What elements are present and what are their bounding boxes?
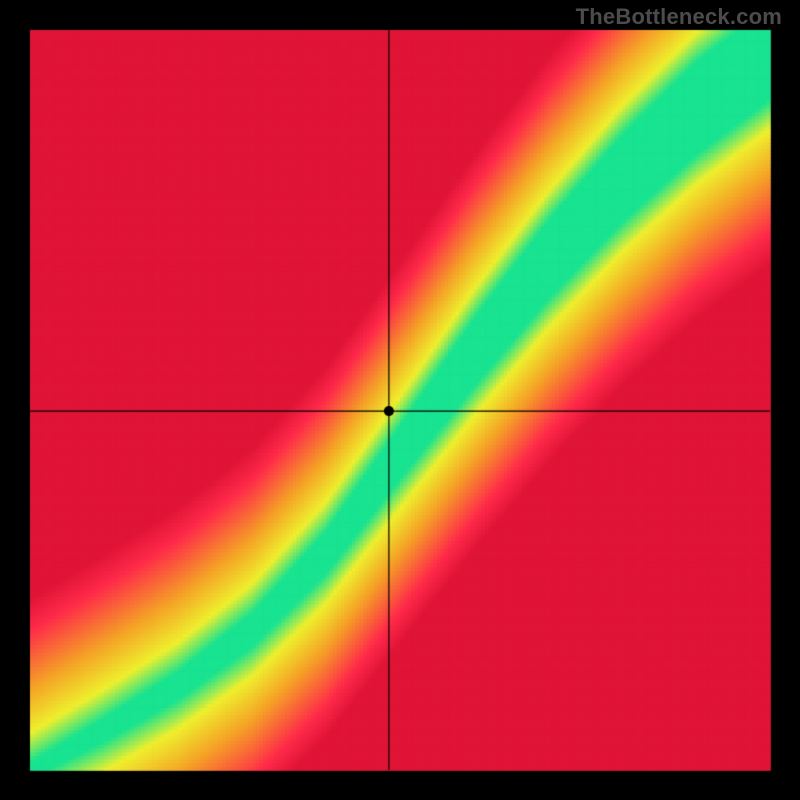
bottleneck-heatmap [0, 0, 800, 800]
watermark-label: TheBottleneck.com [576, 4, 782, 30]
